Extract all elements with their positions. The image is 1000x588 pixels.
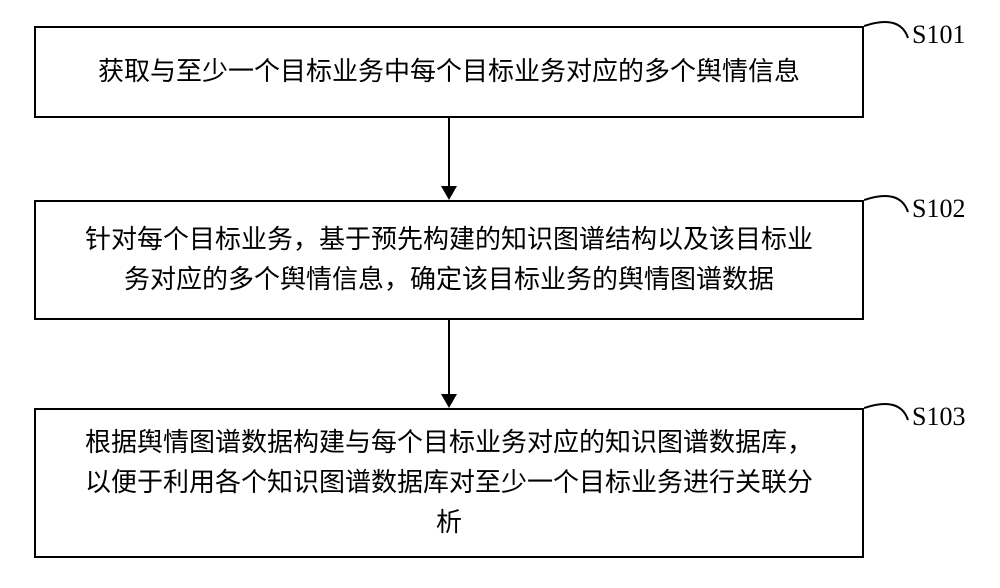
callout-curve <box>864 18 910 42</box>
flow-arrow <box>448 118 450 186</box>
flow-node-text: 根据舆情图谱数据构建与每个目标业务对应的知识图谱数据库， 以便于利用各个知识图谱… <box>85 423 813 544</box>
flow-node-s103: 根据舆情图谱数据构建与每个目标业务对应的知识图谱数据库， 以便于利用各个知识图谱… <box>34 408 864 558</box>
flow-node-s102: 针对每个目标业务，基于预先构建的知识图谱结构以及该目标业 务对应的多个舆情信息，… <box>34 200 864 320</box>
flowchart-canvas: 获取与至少一个目标业务中每个目标业务对应的多个舆情信息 S101 针对每个目标业… <box>0 0 1000 588</box>
callout-curve <box>864 400 910 424</box>
flow-node-text: 获取与至少一个目标业务中每个目标业务对应的多个舆情信息 <box>98 52 800 92</box>
step-label-s103: S103 <box>912 402 965 432</box>
step-label-s101: S101 <box>912 20 965 50</box>
flow-arrow <box>448 320 450 394</box>
flow-arrow-head <box>441 394 457 408</box>
callout-curve <box>864 192 910 216</box>
step-label-s102: S102 <box>912 194 965 224</box>
flow-node-s101: 获取与至少一个目标业务中每个目标业务对应的多个舆情信息 <box>34 26 864 118</box>
flow-node-text: 针对每个目标业务，基于预先构建的知识图谱结构以及该目标业 务对应的多个舆情信息，… <box>85 220 813 301</box>
flow-arrow-head <box>441 186 457 200</box>
